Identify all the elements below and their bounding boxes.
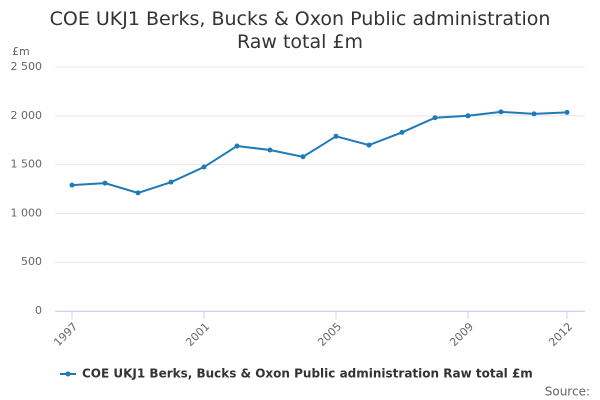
chart-title: COE UKJ1 Berks, Bucks & Oxon Public admi…: [49, 8, 551, 53]
data-point: [135, 190, 141, 196]
x-tick-label: 2009: [447, 320, 476, 349]
data-point: [366, 142, 372, 148]
data-point: [531, 111, 537, 117]
x-tick-label: 2012: [546, 320, 575, 349]
x-tick-label: 2001: [183, 320, 212, 349]
y-tick-label: 1 500: [11, 158, 43, 171]
data-point: [399, 129, 405, 135]
data-point: [498, 109, 504, 115]
legend-symbol: [65, 371, 71, 377]
series-line: [71, 110, 568, 194]
data-point: [69, 182, 75, 188]
data-point: [300, 154, 306, 160]
y-tick-label: 2 500: [11, 60, 43, 73]
y-tick-label: 500: [21, 255, 42, 268]
y-axis-label: £m: [12, 45, 30, 58]
x-tick-label: 1997: [51, 320, 80, 349]
y-tick-label: 2 000: [11, 109, 43, 122]
data-point: [168, 179, 174, 185]
data-point: [432, 115, 438, 121]
data-point: [234, 143, 240, 149]
data-point: [201, 164, 207, 170]
data-point: [333, 133, 339, 139]
legend-label: COE UKJ1 Berks, Bucks & Oxon Public admi…: [82, 367, 533, 381]
data-point: [267, 147, 273, 153]
data-point: [465, 113, 471, 119]
x-tick-label: 2005: [315, 320, 344, 349]
y-tick-label: 0: [35, 304, 42, 317]
y-tick-label: 1 000: [11, 206, 43, 219]
data-point: [102, 180, 108, 186]
source-label: Source:: [545, 385, 590, 399]
data-point: [564, 109, 570, 115]
